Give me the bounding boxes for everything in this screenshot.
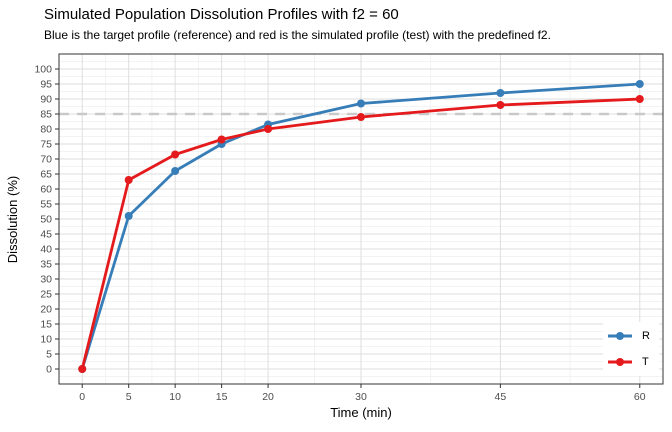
y-tick-label: 80 [40,124,52,136]
legend-label-t: T [642,356,649,368]
data-point-R [124,212,133,220]
data-point-T [217,135,226,144]
y-tick-label: 60 [40,184,52,196]
y-tick-label: 30 [40,274,52,286]
chart-title: Simulated Population Dissolution Profile… [44,6,399,23]
chart-subtitle: Blue is the target profile (reference) a… [44,28,551,42]
x-axis-title: Time (min) [330,405,392,420]
legend-item-test: T [607,351,659,373]
data-point-T [124,176,133,184]
y-tick-label: 15 [40,319,52,331]
data-point-R [635,80,644,88]
legend-key-line-dot-icon [608,358,632,366]
y-tick-label: 95 [40,79,52,91]
series-line-T [80,97,642,371]
legend-key-line-dot-icon [608,332,632,340]
y-tick-label: 55 [40,199,52,211]
x-tick-label: 15 [216,391,228,403]
data-point-R [357,99,365,108]
y-tick-label: 50 [40,214,52,226]
legend-item-reference: R [607,325,659,347]
data-point-T [357,113,365,121]
y-tick-label: 40 [40,244,52,256]
y-tick-label: 100 [34,64,52,76]
legend: R T [603,322,659,376]
data-point-T [78,365,87,373]
y-tick-label: 35 [40,259,52,271]
data-point-T [635,95,644,103]
x-tick-label: 10 [169,391,181,403]
x-tick-label: 5 [126,391,132,403]
y-axis-title: Dissolution (%) [5,175,21,263]
y-tick-label: 25 [40,289,52,301]
y-tick-label: 20 [40,304,52,316]
y-tick-label: 10 [40,334,52,346]
data-point-T [171,150,180,159]
x-tick-label: 30 [355,391,367,403]
y-tick-label: 0 [46,364,52,376]
y-tick-label: 5 [46,349,52,361]
y-tick-label: 65 [40,169,52,181]
data-point-R [496,89,505,97]
y-tick-label: 85 [40,109,52,121]
data-point-T [264,125,273,133]
data-point-R [171,167,180,175]
legend-label-r: R [642,330,650,342]
y-tick-label: 90 [40,94,52,106]
x-tick-label: 0 [79,391,85,403]
x-tick-label: 45 [495,391,507,403]
x-tick-label: 20 [262,391,274,403]
y-tick-label: 75 [40,139,52,151]
x-tick-label: 60 [634,391,646,403]
y-tick-label: 45 [40,229,52,241]
data-point-T [496,101,505,109]
y-tick-label: 70 [40,154,52,166]
